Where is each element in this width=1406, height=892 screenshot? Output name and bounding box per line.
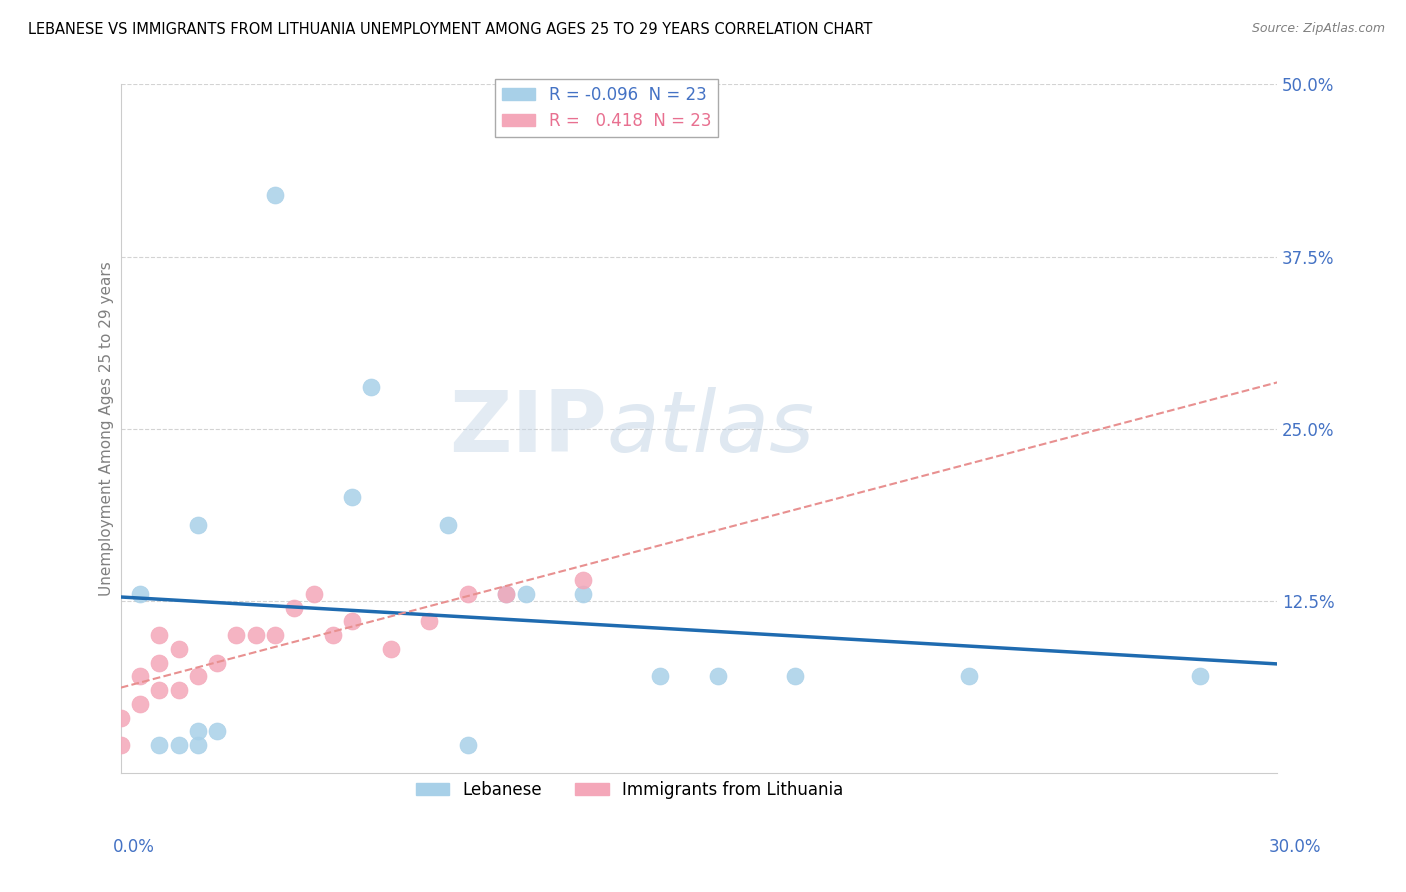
Point xyxy=(129,669,152,683)
Point xyxy=(650,669,672,683)
Point xyxy=(495,587,517,601)
Point xyxy=(572,587,595,601)
Point xyxy=(187,669,209,683)
Point xyxy=(205,656,228,670)
Text: 0.0%: 0.0% xyxy=(112,838,155,856)
Point xyxy=(340,491,363,505)
Point xyxy=(167,738,190,752)
Point xyxy=(187,738,209,752)
Y-axis label: Unemployment Among Ages 25 to 29 years: Unemployment Among Ages 25 to 29 years xyxy=(100,261,114,596)
Point xyxy=(110,711,132,725)
Point xyxy=(495,587,517,601)
Legend: Lebanese, Immigrants from Lithuania: Lebanese, Immigrants from Lithuania xyxy=(409,774,851,805)
Text: 30.0%: 30.0% xyxy=(1270,838,1322,856)
Point xyxy=(302,587,325,601)
Point xyxy=(1189,669,1212,683)
Point xyxy=(515,587,537,601)
Point xyxy=(457,587,479,601)
Point xyxy=(187,724,209,739)
Point xyxy=(264,187,287,202)
Point xyxy=(148,628,170,642)
Text: atlas: atlas xyxy=(606,387,814,470)
Point xyxy=(437,518,460,533)
Text: Source: ZipAtlas.com: Source: ZipAtlas.com xyxy=(1251,22,1385,36)
Point xyxy=(418,615,440,629)
Point xyxy=(264,628,287,642)
Point xyxy=(245,628,267,642)
Text: ZIP: ZIP xyxy=(449,387,606,470)
Point xyxy=(283,600,305,615)
Point xyxy=(360,380,382,394)
Point xyxy=(129,697,152,711)
Point xyxy=(322,628,344,642)
Point xyxy=(167,683,190,698)
Point xyxy=(707,669,730,683)
Point xyxy=(785,669,807,683)
Point xyxy=(572,573,595,587)
Point xyxy=(148,683,170,698)
Point xyxy=(167,641,190,656)
Point xyxy=(457,738,479,752)
Point xyxy=(205,724,228,739)
Point xyxy=(148,738,170,752)
Point xyxy=(957,669,980,683)
Text: LEBANESE VS IMMIGRANTS FROM LITHUANIA UNEMPLOYMENT AMONG AGES 25 TO 29 YEARS COR: LEBANESE VS IMMIGRANTS FROM LITHUANIA UN… xyxy=(28,22,873,37)
Point xyxy=(148,656,170,670)
Point xyxy=(129,587,152,601)
Point xyxy=(187,518,209,533)
Point xyxy=(110,738,132,752)
Point xyxy=(380,641,402,656)
Point xyxy=(225,628,247,642)
Point xyxy=(340,615,363,629)
